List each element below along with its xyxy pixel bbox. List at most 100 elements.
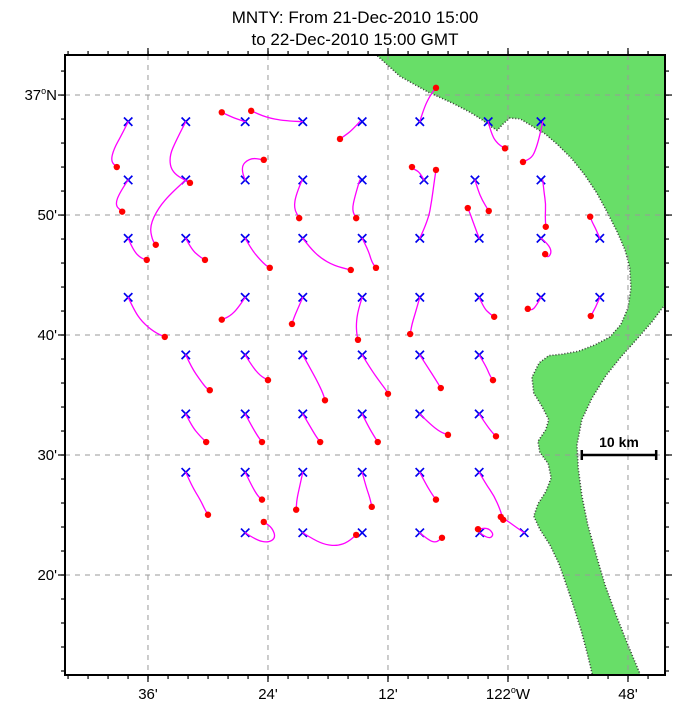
- trajectory-path: [355, 296, 363, 341]
- trajectory-path: [244, 521, 276, 543]
- trajectory-end-marker: [352, 214, 360, 222]
- trajectory-end-marker: [218, 316, 225, 323]
- trajectory-path: [361, 413, 379, 443]
- trajectory-end-marker: [288, 320, 296, 328]
- trajectory-end-marker: [260, 518, 267, 526]
- trajectory-end-marker: [374, 438, 381, 446]
- trajectory-end-marker: [586, 213, 594, 220]
- trajectory-path: [185, 471, 209, 516]
- trajectory-end-marker: [152, 241, 159, 248]
- trajectory-path: [244, 471, 263, 501]
- trajectory-path: [542, 179, 547, 228]
- trajectory-path: [291, 296, 304, 325]
- trajectory-path: [419, 471, 437, 501]
- trajectory-path: [419, 354, 442, 389]
- y-axis-tick-label: 37oN: [24, 86, 57, 104]
- trajectory-path: [244, 237, 271, 269]
- y-axis-tick-label: 40': [37, 327, 57, 344]
- trajectory-end-marker: [541, 250, 549, 258]
- trajectory-path: [185, 237, 206, 261]
- y-axis-tick-label: 50': [37, 207, 57, 224]
- x-axis-tick-label: 122oW: [486, 685, 531, 703]
- trajectory-end-marker: [161, 333, 168, 341]
- trajectory-end-marker: [519, 158, 527, 166]
- trajectory-end-marker: [336, 135, 344, 143]
- trajectory-end-marker: [201, 256, 209, 264]
- trajectory-end-marker: [347, 266, 354, 274]
- trajectory-end-marker: [321, 397, 329, 404]
- trajectory-path: [474, 179, 490, 212]
- chart-title-line1: MNTY: From 21-Dec-2010 15:00: [232, 8, 479, 27]
- trajectory-path: [467, 207, 480, 239]
- trajectory-end-marker: [372, 264, 380, 272]
- trajectory-path: [409, 296, 421, 335]
- chart-title-line2: to 22-Dec-2010 15:00 GMT: [252, 30, 459, 49]
- trajectory-path: [478, 354, 494, 381]
- trajectory-path: [302, 413, 321, 443]
- trajectory-end-marker: [316, 438, 324, 446]
- trajectory-end-marker: [432, 496, 440, 503]
- trajectory-path: [111, 121, 129, 168]
- plot-render-root: 10 km 36' 24' 12' 122oW 48' 37oN 50' 40' 30' 20': [24, 48, 672, 703]
- trajectory-path: [540, 237, 552, 258]
- trajectory-path: [293, 179, 303, 219]
- trajectory-path: [478, 413, 497, 437]
- y-axis-tick-label: 20': [37, 567, 57, 584]
- trajectories-layer: [111, 87, 601, 547]
- trajectory-path: [477, 527, 494, 539]
- trajectory-path: [522, 121, 544, 163]
- x-axis-tick-label: 12': [378, 686, 398, 703]
- trajectory-end-marker: [406, 330, 414, 338]
- y-axis-tick-label: 30': [37, 447, 57, 464]
- trajectory-end-marker: [524, 305, 531, 313]
- trajectory-end-marker: [143, 256, 150, 264]
- trajectory-end-marker: [384, 390, 392, 397]
- trajectory-end-marker: [258, 496, 266, 503]
- trajectory-end-marker: [118, 208, 126, 215]
- trajectory-end-marker: [113, 163, 120, 171]
- trajectory-end-marker: [501, 145, 509, 152]
- trajectory-end-marker: [295, 214, 303, 222]
- grid-point-marker: [357, 527, 367, 538]
- trajectory-end-marker: [186, 179, 194, 187]
- trajectory-end-marker: [247, 107, 255, 115]
- trajectory-path: [361, 237, 377, 269]
- trajectory-path: [302, 354, 326, 401]
- trajectory-path: [185, 413, 207, 443]
- trajectory-end-marker: [202, 438, 210, 446]
- trajectory-end-marker: [218, 109, 225, 116]
- trajectory-end-marker: [432, 166, 440, 174]
- trajectory-path: [250, 110, 303, 123]
- trajectory-path: [127, 237, 148, 261]
- plot-frame: [64, 54, 666, 676]
- trajectory-end-marker: [368, 503, 375, 511]
- trajectory-path: [221, 111, 246, 123]
- plot-area: [65, 55, 665, 675]
- trajectory-end-marker: [266, 264, 273, 272]
- trajectory-path: [361, 471, 373, 508]
- grid-point-marker: [357, 116, 367, 127]
- trajectory-end-marker: [432, 84, 440, 92]
- trajectory-end-marker: [354, 336, 362, 344]
- trajectory-end-marker: [264, 376, 272, 384]
- trajectory-path: [339, 121, 361, 140]
- trajectory-path: [169, 121, 191, 184]
- trajectory-path: [244, 413, 263, 443]
- trajectory-end-marker: [408, 163, 416, 171]
- trajectory-end-marker: [206, 386, 213, 394]
- trajectory-path: [487, 121, 506, 149]
- trajectory-path: [127, 296, 166, 338]
- trajectory-path: [361, 354, 389, 395]
- trajectory-end-marker: [438, 534, 446, 541]
- trajectory-end-marker: [352, 531, 360, 539]
- axis-labels: 36' 24' 12' 122oW 48' 37oN 50' 40' 30' 20': [24, 86, 637, 703]
- trajectory-end-marker: [474, 525, 482, 533]
- trajectory-path: [419, 87, 437, 123]
- trajectory-end-marker: [258, 438, 266, 446]
- trajectory-path: [244, 354, 269, 381]
- trajectory-path: [221, 296, 246, 321]
- trajectory-path: [295, 471, 304, 511]
- trajectory-path: [241, 157, 265, 181]
